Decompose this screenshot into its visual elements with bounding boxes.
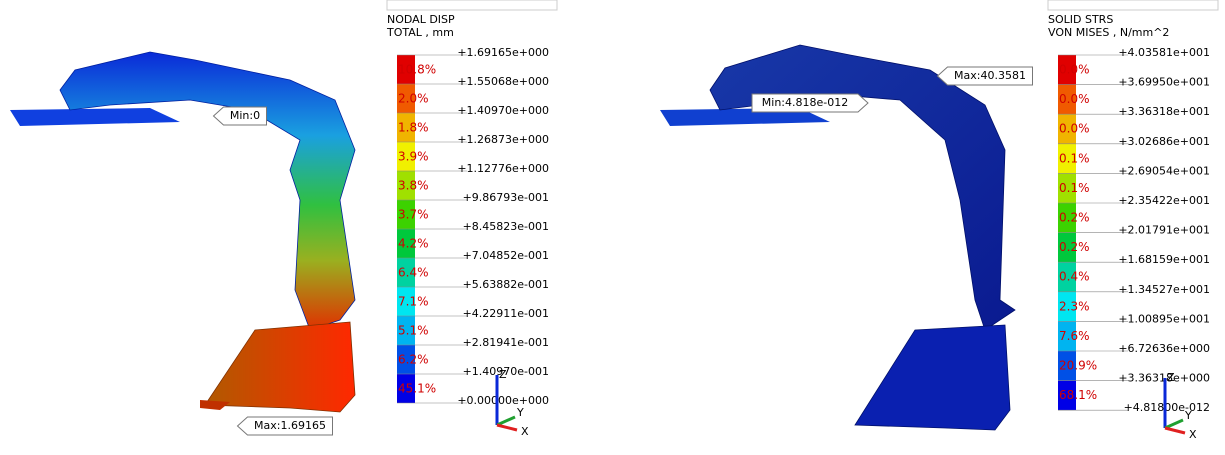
legend-level: +2.35422e+001 (1118, 194, 1210, 207)
legend-level: +4.03581e+001 (1118, 46, 1210, 59)
legend-percent: 2.0% (398, 92, 429, 106)
legend-level: +1.68159e+001 (1118, 253, 1210, 266)
legend-header (1048, 0, 1218, 10)
legend-percent: 0.0% (1059, 92, 1090, 106)
legend-percent: 2.3% (1059, 299, 1090, 313)
callout-label: Min:4.818e-012 (762, 96, 848, 109)
legend-percent: 0.4% (1059, 270, 1090, 284)
legend-percent: 7.6% (1059, 329, 1090, 343)
legend-percent: 6.2% (398, 353, 429, 367)
legend-percent: 0.1% (1059, 151, 1090, 165)
legend-header (387, 0, 557, 10)
legend-level: +2.69054e+001 (1118, 164, 1210, 177)
triad-x (497, 425, 517, 430)
legend-level: +1.34527e+001 (1118, 283, 1210, 296)
legend-percent: 3.7% (398, 208, 429, 222)
left-model (10, 52, 355, 412)
triad-y (1165, 420, 1183, 428)
legend-level: +2.01791e+001 (1118, 224, 1210, 237)
legend-percent: 20.9% (1059, 359, 1097, 373)
callout-label: Min:0 (230, 109, 260, 122)
triad-label: Z (1167, 371, 1175, 384)
callout-label: Max:40.3581 (954, 69, 1026, 82)
legend-percent: 68.1% (1059, 388, 1097, 402)
screen: NODAL DISPTOTAL , mm 10.8% 2.0% 1.8% 3.9% 3.8… (0, 0, 1225, 455)
legend-level: +1.00895e+001 (1118, 312, 1210, 325)
legend-percent: 1.8% (398, 121, 429, 135)
legend-percent: 6.4% (398, 266, 429, 280)
legend-percent: 0.0% (1059, 63, 1090, 77)
legend-percent: 4.2% (398, 237, 429, 251)
legend-percent: 45.1% (398, 382, 436, 396)
legend-level: +1.12776e+000 (457, 162, 549, 175)
legend-percent: 0.2% (1059, 211, 1090, 225)
legend-percent: 0.2% (1059, 240, 1090, 254)
triad-label: Y (1184, 409, 1192, 422)
triad-x (1165, 428, 1185, 433)
legend-percent: 0.1% (1059, 181, 1090, 195)
legend-level: +9.86793e-001 (463, 191, 549, 204)
legend-level: +6.72636e+000 (1118, 342, 1210, 355)
legend-percent: 0.0% (1059, 122, 1090, 136)
legend-level: +3.69950e+001 (1118, 76, 1210, 89)
triad-label: X (521, 425, 529, 438)
triad-y (497, 417, 515, 425)
legend-title: VON MISES , N/mm^2 (1048, 26, 1169, 39)
legend-level: +1.55068e+000 (457, 75, 549, 88)
triad-label: Y (516, 406, 524, 419)
legend-level: +3.02686e+001 (1118, 135, 1210, 148)
legend-level: +4.81800e-012 (1124, 401, 1210, 414)
legend-percent: 5.1% (398, 324, 429, 338)
legend-level: +1.69165e+000 (457, 46, 549, 59)
legend-level: +7.04852e-001 (463, 249, 549, 262)
legend-title: SOLID STRS (1048, 13, 1113, 26)
legend-title: TOTAL , mm (386, 26, 454, 39)
legend-level: +1.26873e+000 (457, 133, 549, 146)
triad-label: Z (499, 368, 507, 381)
legend-percent: 7.1% (398, 295, 429, 309)
legend-level: +8.45823e-001 (463, 220, 549, 233)
legend-percent: 10.8% (398, 63, 436, 77)
callout-label: Max:1.69165 (254, 419, 326, 432)
triad-label: X (1189, 428, 1197, 441)
legend-level: +5.63882e-001 (463, 278, 549, 291)
legend-level: +3.36318e+001 (1118, 105, 1210, 118)
legend-level: +2.81941e-001 (463, 336, 549, 349)
legend-percent: 3.9% (398, 150, 429, 164)
legend-level: +4.22911e-001 (463, 307, 549, 320)
legend-level: +1.40970e+000 (457, 104, 549, 117)
legend-percent: 3.8% (398, 179, 429, 193)
legend-level: +0.00000e+000 (457, 394, 549, 407)
legend-title: NODAL DISP (387, 13, 455, 26)
